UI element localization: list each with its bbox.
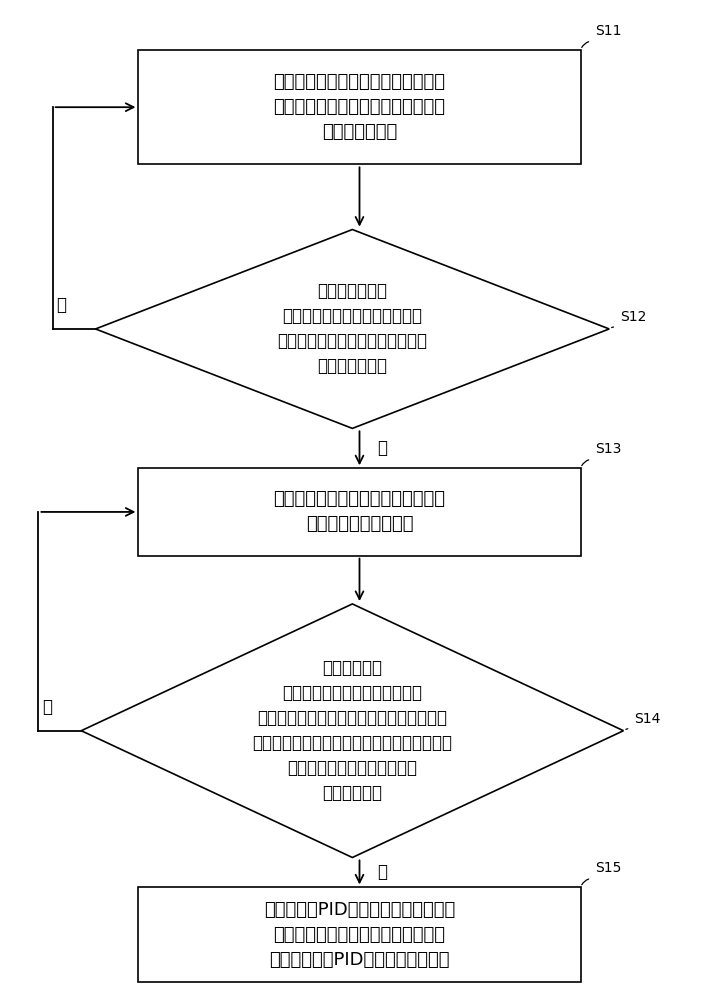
Text: S14: S14 [634, 712, 661, 726]
Text: 利用偏转角度最大值和偏转角度最小
值，得到偏转角度均值: 利用偏转角度最大值和偏转角度最小 值，得到偏转角度均值 [273, 490, 446, 533]
Text: 否: 否 [42, 698, 52, 716]
Text: 利用防抖动PID程序控制舵面动作，直
至单位时间内穿越次数小于脉动次数
，则利用飞控PID程序控制舵面动作: 利用防抖动PID程序控制舵面动作，直 至单位时间内穿越次数小于脉动次数 ，则利用… [264, 901, 455, 969]
Text: 否: 否 [56, 296, 66, 314]
Text: 是: 是 [377, 863, 388, 881]
Text: 单位时间内在预设的多个抖动周期内
连续采集多次舵面的偏转角度值，得
到偏转角度值集: 单位时间内在预设的多个抖动周期内 连续采集多次舵面的偏转角度值，得 到偏转角度值… [273, 73, 446, 141]
FancyBboxPatch shape [138, 887, 581, 982]
Polygon shape [96, 230, 609, 428]
Text: S11: S11 [595, 24, 621, 38]
Text: 判断偏转角度值
集中的偏转角度最大值和偏转角
度最小值的偏转角度差值是否大于
预设的波动范围: 判断偏转角度值 集中的偏转角度最大值和偏转角 度最小值的偏转角度差值是否大于 预… [278, 282, 427, 375]
Text: 在单位时间内
连续采集多个抖动周期内的偏转
角度值，判断多个抖动周期的偏转角度值所
连成的反馈曲线穿越以偏转角度均值为基准的
均值线的穿越次数是否超过预
设的脉: 在单位时间内 连续采集多个抖动周期内的偏转 角度值，判断多个抖动周期的偏转角度值… [252, 659, 452, 802]
Text: 是: 是 [377, 439, 388, 457]
Text: S12: S12 [620, 310, 646, 324]
Text: S15: S15 [595, 861, 621, 875]
FancyBboxPatch shape [138, 468, 581, 556]
Polygon shape [81, 604, 623, 858]
FancyBboxPatch shape [138, 50, 581, 164]
Text: S13: S13 [595, 442, 621, 456]
